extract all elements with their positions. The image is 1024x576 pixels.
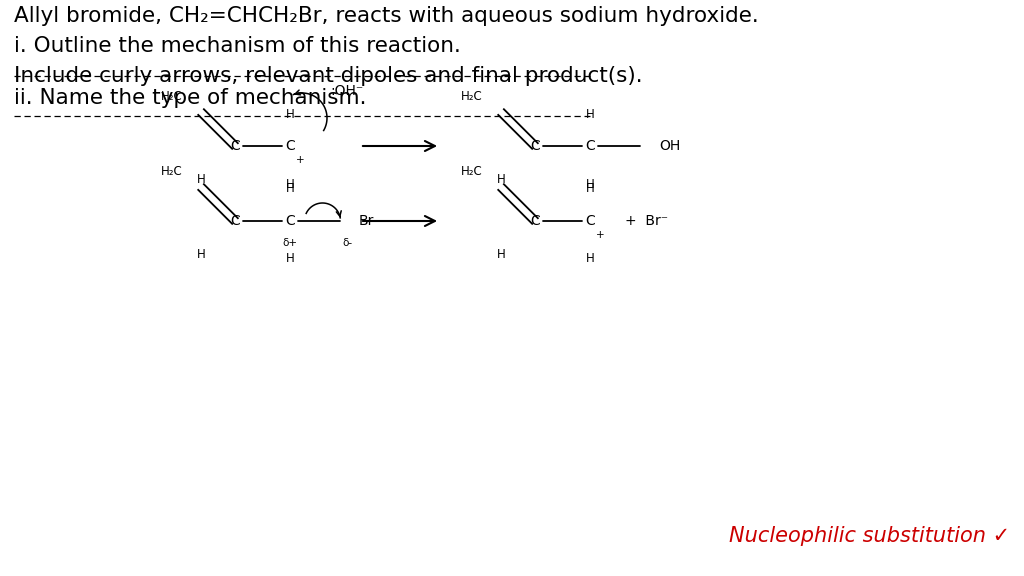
Text: H: H [197,173,206,186]
Text: H: H [586,177,594,191]
Text: :OH⁻: :OH⁻ [330,84,364,98]
Text: H₂C: H₂C [162,165,183,177]
Text: H: H [286,183,294,195]
Text: C: C [530,214,540,228]
Text: H₂C: H₂C [461,89,483,103]
Text: H: H [586,252,594,266]
Text: C: C [585,214,595,228]
Text: H₂C: H₂C [162,89,183,103]
Text: Allyl bromide, CH₂=CHCH₂Br, reacts with aqueous sodium hydroxide.: Allyl bromide, CH₂=CHCH₂Br, reacts with … [14,6,759,26]
Text: C: C [230,139,240,153]
Text: H: H [197,248,206,261]
Text: δ+: δ+ [283,238,298,248]
Text: C: C [585,139,595,153]
Text: H₂C: H₂C [461,165,483,177]
Text: H: H [586,108,594,120]
Text: Include curly arrows, relevant dipoles and final product(s).: Include curly arrows, relevant dipoles a… [14,66,643,86]
Text: i. Outline the mechanism of this reaction.: i. Outline the mechanism of this reactio… [14,36,461,56]
Text: +: + [596,230,604,240]
Text: +  Br⁻: + Br⁻ [625,214,668,228]
Text: H: H [497,173,506,186]
Text: Br: Br [359,214,375,228]
Text: H: H [286,108,294,120]
Text: δ-: δ- [342,238,352,248]
Text: C: C [285,139,295,153]
Text: Nucleophilic substitution ✓: Nucleophilic substitution ✓ [729,526,1010,546]
Text: H: H [497,248,506,261]
Text: C: C [230,214,240,228]
Text: C: C [530,139,540,153]
Text: H: H [586,183,594,195]
Text: ii. Name the type of mechanism.: ii. Name the type of mechanism. [14,88,367,108]
Text: OH: OH [659,139,680,153]
Text: H: H [286,177,294,191]
Text: H: H [286,252,294,266]
Text: C: C [285,214,295,228]
Text: +: + [296,155,304,165]
